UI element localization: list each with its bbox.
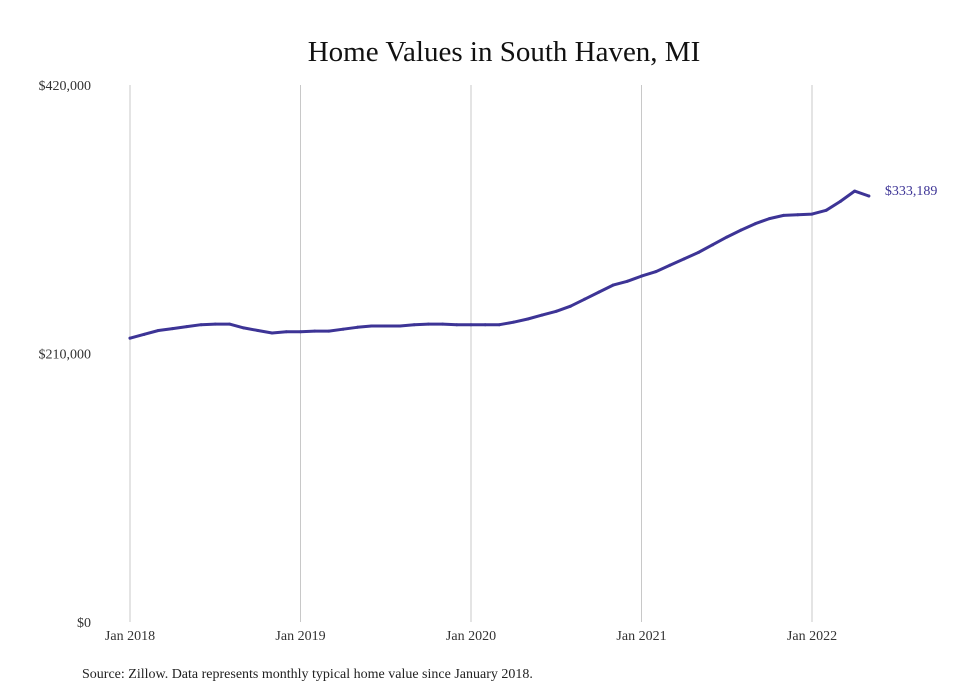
end-value-label: $333,189 xyxy=(885,184,938,199)
data-point xyxy=(327,329,331,333)
data-point xyxy=(739,228,743,232)
data-point xyxy=(242,326,246,330)
data-point xyxy=(711,243,715,247)
data-point xyxy=(824,208,828,212)
data-point xyxy=(213,322,217,326)
y-tick-label: $0 xyxy=(77,616,91,631)
data-point xyxy=(156,328,160,332)
data-point xyxy=(696,250,700,254)
data-point xyxy=(838,199,842,203)
x-tick-label: Jan 2022 xyxy=(787,629,837,644)
data-point xyxy=(625,279,629,283)
data-point xyxy=(256,328,260,332)
data-point xyxy=(682,257,686,261)
series-layer xyxy=(128,189,871,340)
data-point xyxy=(284,330,288,334)
data-point xyxy=(554,309,558,313)
data-point xyxy=(142,332,146,336)
data-point xyxy=(412,323,416,327)
data-point xyxy=(725,235,729,239)
data-point xyxy=(398,324,402,328)
data-point xyxy=(426,322,430,326)
data-point xyxy=(455,323,459,327)
data-point xyxy=(497,323,501,327)
data-point xyxy=(355,325,359,329)
x-gridlines xyxy=(129,85,813,622)
data-point xyxy=(526,317,530,321)
data-point xyxy=(483,323,487,327)
data-point xyxy=(597,290,601,294)
line-chart: Home Values in South Haven, MI $0 $210,00… xyxy=(39,36,938,644)
data-point xyxy=(753,222,757,226)
data-point xyxy=(128,336,132,340)
data-point xyxy=(796,213,800,217)
x-tick-label: Jan 2019 xyxy=(275,629,325,644)
data-point xyxy=(370,324,374,328)
data-point xyxy=(640,274,643,278)
x-axis-ticks: Jan 2018 Jan 2019 Jan 2020 Jan 2021 Jan 2022 xyxy=(105,629,837,644)
source-note: Source: Zillow. Data represents monthly … xyxy=(82,667,533,682)
series-line xyxy=(128,189,871,340)
data-points xyxy=(128,189,871,340)
x-tick-label: Jan 2018 xyxy=(105,629,155,644)
data-point xyxy=(654,270,658,274)
data-point xyxy=(384,324,388,328)
data-point xyxy=(469,323,473,327)
y-axis-ticks: $0 $210,000 $420,000 xyxy=(39,79,92,631)
data-point xyxy=(185,325,189,329)
data-point xyxy=(767,217,771,221)
data-point xyxy=(540,313,544,317)
data-point xyxy=(611,283,615,287)
y-tick-label: $420,000 xyxy=(39,79,92,94)
data-point xyxy=(512,320,516,324)
chart-title: Home Values in South Haven, MI xyxy=(308,36,701,68)
y-tick-label: $210,000 xyxy=(39,348,92,363)
data-point xyxy=(341,327,345,331)
data-point xyxy=(299,330,302,334)
data-point xyxy=(810,212,814,216)
data-point xyxy=(668,263,672,267)
data-point xyxy=(270,331,274,335)
data-point xyxy=(583,297,587,301)
data-point xyxy=(568,304,572,308)
data-point xyxy=(867,194,871,198)
data-point xyxy=(171,327,175,331)
x-tick-label: Jan 2020 xyxy=(446,629,496,644)
data-point xyxy=(853,189,857,193)
data-point xyxy=(199,323,203,327)
data-point xyxy=(227,322,231,326)
data-point xyxy=(441,322,445,326)
data-point xyxy=(313,329,317,333)
x-tick-label: Jan 2021 xyxy=(616,629,666,644)
data-point xyxy=(782,213,786,217)
